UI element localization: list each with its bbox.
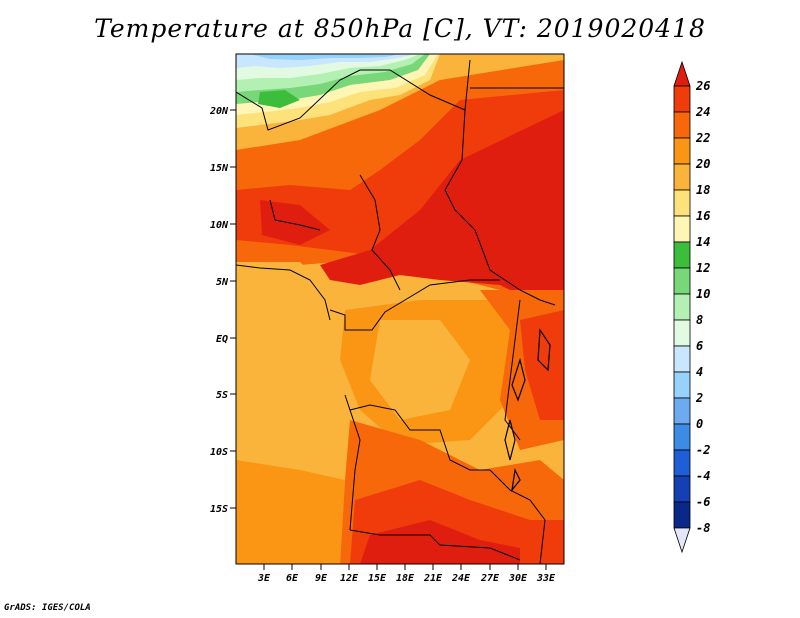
colorbar-label: 22 [695, 131, 710, 145]
colorbar-label: 18 [696, 183, 710, 197]
lon-label: 24E [451, 573, 471, 584]
colorbar-segment [673, 475, 691, 503]
lon-label: 21E [423, 573, 443, 584]
colorbar-label: -8 [696, 521, 710, 535]
lon-label: 9E [315, 573, 328, 584]
colorbar-label: 14 [696, 235, 710, 249]
lon-label: 18E [396, 573, 415, 584]
colorbar-label: 8 [696, 313, 703, 327]
colorbar-label: 0 [696, 417, 703, 431]
credit-label: GrADS: IGES/COLA [4, 603, 91, 613]
lat-label: 10S [210, 447, 228, 458]
lat-label: 5N [216, 277, 229, 288]
lon-label: 12E [340, 573, 359, 584]
temperature-field [236, 54, 564, 564]
colorbar-label: 2 [695, 391, 703, 405]
longitude-axis: 3E 6E 9E 12E 15E 18E 21E 24E 27E 30E 33E [257, 564, 556, 584]
lon-label: 6E [286, 573, 299, 584]
colorbar-segment [673, 293, 691, 321]
lon-label: 33E [536, 573, 556, 584]
colorbar-segment [673, 163, 691, 191]
colorbar-label: 6 [696, 339, 703, 353]
lat-label: EQ [216, 334, 228, 345]
lon-label: 15E [368, 573, 387, 584]
colorbar-segment [673, 449, 691, 477]
colorbar-label: 20 [695, 157, 710, 171]
colorbar-label: -2 [696, 443, 710, 457]
colorbar-arrow-bottom [673, 527, 691, 554]
colorbar-segment [673, 267, 691, 295]
map-frame [235, 53, 565, 565]
colorbar-segment [673, 189, 691, 217]
colorbar-segment [673, 215, 691, 243]
lon-label: 30E [508, 573, 528, 584]
colorbar-segment [673, 137, 691, 165]
colorbar-label: 10 [696, 287, 710, 301]
colorbar-label: -6 [696, 495, 710, 509]
colorbar-segment [673, 397, 691, 425]
colorbar-segment [673, 423, 691, 451]
lon-label: 3E [257, 573, 271, 584]
latitude-axis: 20N 15N 10N 5N EQ 5S 10S 15S [209, 106, 236, 515]
lat-label: 20N [209, 106, 229, 117]
map-title: Temperature at 850hPa [C], VT: 201902041… [94, 14, 706, 43]
colorbar-segment [673, 241, 691, 269]
colorbar-label: 24 [695, 105, 710, 119]
colorbar-segment [673, 111, 691, 139]
lat-label: 15N [210, 163, 229, 174]
colorbar-arrow-top [673, 60, 691, 87]
colorbar-segment [673, 371, 691, 399]
colorbar-segment [673, 501, 691, 529]
colorbar-label: 16 [696, 209, 710, 223]
lat-label: 5S [216, 390, 228, 401]
colorbar-label: 12 [696, 261, 710, 275]
colorbar-label: 26 [695, 79, 710, 93]
colorbar-label: 4 [696, 365, 703, 379]
colorbar-segment [673, 85, 691, 113]
lat-label: 10N [210, 220, 229, 231]
colorbar-segment [673, 319, 691, 347]
colorbar-segment [673, 345, 691, 373]
lon-label: 27E [480, 573, 500, 584]
lat-label: 15S [210, 504, 228, 515]
colorbar-label: -4 [696, 469, 710, 483]
